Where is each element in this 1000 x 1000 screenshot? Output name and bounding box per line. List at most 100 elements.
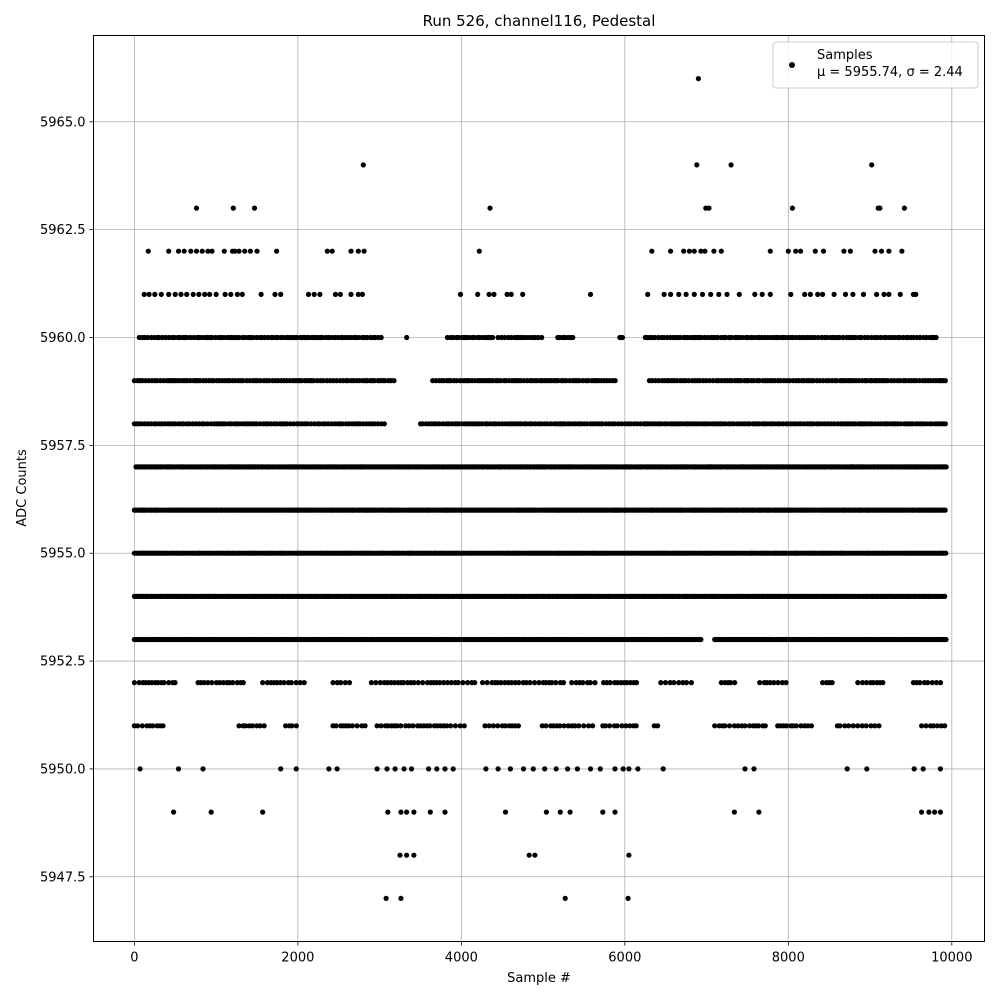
data-point — [543, 723, 549, 729]
data-point — [711, 248, 717, 254]
data-point — [655, 723, 661, 729]
data-point — [326, 766, 332, 772]
data-point — [260, 809, 266, 815]
data-point — [716, 291, 722, 297]
data-point — [901, 205, 908, 211]
data-point — [495, 723, 501, 729]
data-point — [330, 680, 336, 686]
data-point — [136, 680, 142, 686]
data-point — [658, 680, 664, 686]
data-point — [757, 680, 763, 686]
data-point — [607, 680, 613, 686]
data-point — [919, 809, 925, 815]
data-point — [728, 162, 734, 168]
data-point — [680, 680, 686, 686]
data-point — [172, 291, 178, 297]
data-point — [926, 809, 932, 815]
data-point — [404, 809, 410, 815]
data-point — [820, 291, 826, 297]
data-point — [565, 723, 571, 729]
data-point — [391, 680, 398, 686]
data-point — [181, 248, 187, 254]
data-points — [131, 76, 949, 902]
data-point — [135, 723, 141, 729]
data-point — [527, 680, 533, 686]
data-point — [213, 291, 219, 297]
data-point — [144, 334, 151, 341]
data-point — [320, 378, 326, 384]
data-point — [855, 680, 861, 686]
data-point — [585, 723, 592, 729]
data-point — [188, 248, 194, 254]
data-point — [254, 248, 260, 254]
data-point — [401, 766, 407, 772]
data-point — [868, 723, 874, 729]
data-point — [401, 680, 407, 686]
data-point — [557, 809, 563, 815]
data-point — [581, 723, 587, 729]
data-point — [515, 723, 522, 729]
data-point — [532, 852, 538, 858]
data-point — [886, 248, 892, 254]
data-point — [442, 809, 448, 815]
data-point — [695, 76, 702, 82]
data-point — [504, 291, 510, 297]
data-point — [261, 723, 267, 729]
data-point — [808, 723, 815, 729]
data-point — [751, 766, 757, 772]
data-point — [381, 421, 387, 427]
data-point — [943, 550, 949, 556]
data-point — [196, 291, 202, 297]
data-point — [374, 766, 380, 772]
data-point — [837, 723, 843, 729]
data-point — [346, 723, 352, 729]
data-point — [205, 248, 211, 254]
data-point — [746, 723, 753, 729]
data-point — [785, 248, 791, 254]
data-point — [221, 248, 227, 254]
data-point — [193, 205, 200, 211]
data-point — [876, 723, 882, 729]
data-point — [726, 723, 733, 729]
data-point — [572, 723, 578, 729]
data-point — [872, 723, 878, 729]
data-point — [329, 248, 335, 254]
data-point — [230, 205, 236, 211]
data-point — [933, 334, 939, 341]
data-point — [404, 852, 410, 858]
data-point — [587, 766, 594, 772]
data-point — [756, 378, 763, 384]
data-point — [660, 766, 666, 772]
data-point — [626, 852, 632, 858]
data-point — [490, 334, 496, 341]
data-point — [557, 723, 563, 729]
data-point — [171, 809, 177, 815]
data-point — [209, 248, 215, 254]
data-point — [411, 809, 417, 815]
data-point — [731, 723, 738, 729]
data-point — [662, 680, 669, 686]
data-point — [217, 680, 223, 686]
data-point — [881, 291, 887, 297]
legend-box — [772, 41, 979, 89]
data-point — [475, 291, 481, 297]
data-point — [612, 766, 618, 772]
data-point — [885, 378, 891, 384]
data-point — [829, 680, 835, 686]
data-point — [317, 291, 323, 297]
data-point — [394, 723, 400, 729]
legend: Samples μ = 5955.74, σ = 2.44 — [772, 41, 979, 89]
data-point — [342, 680, 348, 686]
data-point — [526, 852, 532, 858]
data-point — [444, 723, 450, 729]
data-point — [724, 291, 730, 297]
data-point — [580, 680, 586, 686]
data-point — [487, 205, 493, 211]
data-point — [767, 291, 773, 297]
data-point — [355, 291, 361, 297]
data-point — [166, 248, 172, 254]
data-point — [536, 680, 542, 686]
data-point — [301, 680, 307, 686]
data-point — [934, 723, 940, 729]
